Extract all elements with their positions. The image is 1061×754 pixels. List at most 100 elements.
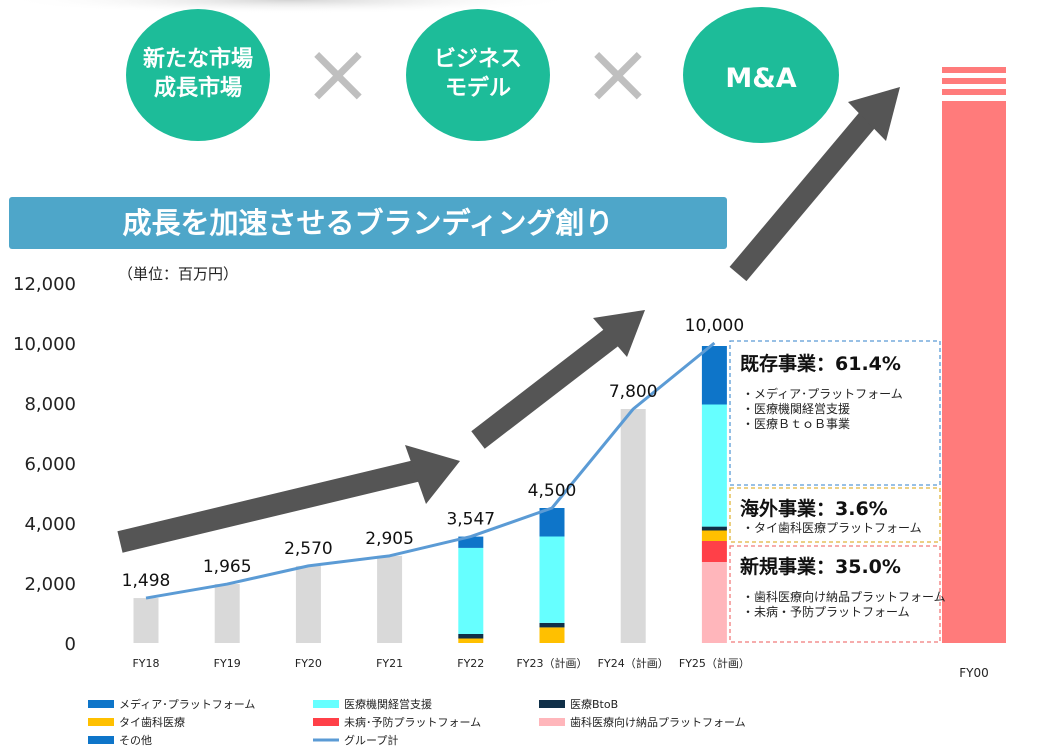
annotation-new-item-2: ・未病・予防プラットフォーム — [742, 604, 910, 619]
stacked-segment-medical_btob-5 — [539, 622, 565, 628]
unit-label: （単位：百万円） — [118, 265, 238, 283]
annotation-existing-item-3: ・医療ＢｔｏＢ事業 — [742, 417, 850, 431]
times-icon-2-glyph: × — [583, 24, 653, 122]
category-label-7: FY25（計画） — [679, 656, 750, 670]
legend-label-prevention: 未病･予防プラットフォーム — [344, 715, 481, 729]
legend-swatch-media_platform — [88, 700, 114, 708]
category-label-6: FY24（計画） — [598, 656, 669, 670]
total-label-7: 10,000 — [685, 316, 744, 336]
category-label-3: FY21 — [376, 657, 403, 670]
total-label-6: 7,800 — [609, 382, 658, 402]
stacked-segment-prevention-7 — [701, 541, 727, 562]
growth-arrow-2 — [471, 310, 645, 449]
legend-label-dental_supply: 歯科医療向け納品プラットフォーム — [570, 715, 746, 729]
stacked-segment-media_platform-5 — [539, 508, 565, 537]
annotation-new-item-1: ・歯科医療向け納品プラットフォーム — [742, 589, 946, 604]
fy00-bar — [942, 101, 1006, 643]
annotation-existing-item-2: ・医療機関経営支援 — [742, 401, 850, 416]
legend-swatch-prevention — [313, 718, 339, 726]
category-label-0: FY18 — [132, 657, 159, 670]
y-tick-6: 12,000 — [13, 274, 76, 295]
annotation-existing: 既存事業：61.4% ・メディア･プラットフォーム ・医療機関経営支援 ・医療Ｂ… — [729, 340, 941, 486]
bar-2 — [295, 565, 321, 643]
legend-label-other: その他 — [119, 734, 152, 747]
theme-circle-1-line1: 新たな市場 — [143, 46, 253, 72]
theme-circle-2-line2: モデル — [445, 75, 511, 101]
stacked-segment-medical_btob-4 — [458, 634, 484, 639]
times-icon-1-glyph: × — [303, 24, 373, 122]
group-total-line — [145, 341, 716, 600]
legend-label-thai_dental: タイ歯科医療 — [119, 715, 185, 729]
bars-layer: 1,498 1,965 2,570 2,905 3,547 4,500 7,800 10,00… — [122, 316, 750, 670]
stacked-segment-medical_btob-7 — [701, 526, 727, 531]
stacked-segment-thai_dental-5 — [539, 627, 565, 643]
annotation-overseas-item-1: ・タイ歯科医療プラットフォーム — [742, 521, 922, 535]
fy00-label: FY00 — [959, 666, 989, 680]
annotation-overseas: 海外事業：3.6% ・タイ歯科医療プラットフォーム — [729, 487, 941, 543]
theme-circle-3-line1: M&A — [725, 63, 796, 94]
y-tick-4: 8,000 — [24, 394, 76, 415]
growth-arrow-1 — [117, 445, 460, 553]
theme-circle-1: 新たな市場 成長市場 — [126, 9, 270, 141]
top-shadow — [0, 0, 580, 14]
annotation-new: 新規事業：35.0% ・歯科医療向け納品プラットフォーム ・未病・予防プラットフ… — [729, 545, 946, 643]
total-label-3: 2,905 — [365, 529, 414, 549]
banner-text: 成長を加速させるブランディング創り — [123, 206, 614, 240]
total-label-5: 4,500 — [528, 481, 577, 501]
bar-6 — [620, 409, 646, 643]
stacked-segment-media_platform-4 — [458, 536, 484, 548]
times-icon-1: × — [303, 24, 373, 122]
banner: 成長を加速させるブランディング創り — [9, 197, 727, 249]
stacked-segment-medical_mgmt-5 — [539, 536, 565, 623]
legend: メディア･プラットフォーム 医療機関経営支援 医療BtoB タイ歯科医療 未病･予防プラ… — [88, 697, 746, 747]
category-label-1: FY19 — [214, 657, 241, 670]
total-label-4: 3,547 — [446, 510, 495, 530]
fy00-bar-group: FY00 — [942, 67, 1006, 680]
annotation-existing-title: 既存事業：61.4% — [740, 352, 901, 375]
bar-3 — [377, 555, 403, 643]
y-tick-0: 0 — [65, 634, 76, 655]
legend-label-medical_btob: 医療BtoB — [570, 697, 618, 711]
bar-1 — [214, 584, 240, 643]
total-label-1: 1,965 — [203, 557, 252, 577]
fy00-bar-stripe-0 — [942, 67, 1006, 73]
y-tick-5: 10,000 — [13, 334, 76, 355]
legend-swatch-dental_supply — [539, 718, 565, 726]
stacked-segment-thai_dental-7 — [701, 530, 727, 541]
y-axis: 0 2,000 4,000 6,000 8,000 10,000 12,000 — [13, 274, 76, 655]
theme-circle-3: M&A — [683, 7, 839, 143]
stacked-segment-media_platform-7 — [701, 346, 727, 405]
total-label-2: 2,570 — [284, 539, 333, 559]
legend-label-media_platform: メディア･プラットフォーム — [119, 697, 255, 711]
legend-label-medical_mgmt: 医療機関経営支援 — [344, 697, 432, 711]
fy00-bar-stripe-2 — [942, 89, 1006, 95]
category-label-5: FY23（計画） — [516, 656, 587, 670]
theme-circle-1-line2: 成長市場 — [154, 75, 242, 101]
legend-label-group_line: グループ計 — [344, 733, 398, 747]
stacked-segment-medical_mgmt-4 — [458, 547, 484, 634]
bar-0 — [133, 598, 159, 643]
growth-arrow-3 — [729, 87, 900, 282]
times-icon-2: × — [583, 24, 653, 122]
fy00-bar-stripe-1 — [942, 78, 1006, 84]
category-label-2: FY20 — [295, 657, 322, 670]
y-tick-2: 4,000 — [24, 514, 76, 535]
legend-swatch-other — [88, 736, 114, 744]
y-tick-1: 2,000 — [24, 574, 76, 595]
total-label-0: 1,498 — [122, 571, 171, 591]
annotation-overseas-title: 海外事業：3.6% — [740, 497, 888, 520]
legend-swatch-medical_mgmt — [313, 700, 339, 708]
legend-swatch-medical_btob — [539, 700, 565, 708]
legend-swatch-thai_dental — [88, 718, 114, 726]
theme-circle-2: ビジネス モデル — [406, 9, 550, 141]
annotation-existing-item-1: ・メディア･プラットフォーム — [742, 386, 903, 401]
theme-circle-2-line1: ビジネス — [434, 47, 522, 72]
stacked-segment-medical_mgmt-7 — [701, 404, 727, 527]
category-label-4: FY22 — [457, 657, 484, 670]
annotation-new-title: 新規事業：35.0% — [740, 555, 901, 578]
growth-arrows — [117, 87, 900, 553]
stacked-segment-thai_dental-4 — [458, 638, 484, 643]
y-tick-3: 6,000 — [24, 454, 76, 475]
stacked-segment-dental_supply-7 — [701, 562, 727, 643]
